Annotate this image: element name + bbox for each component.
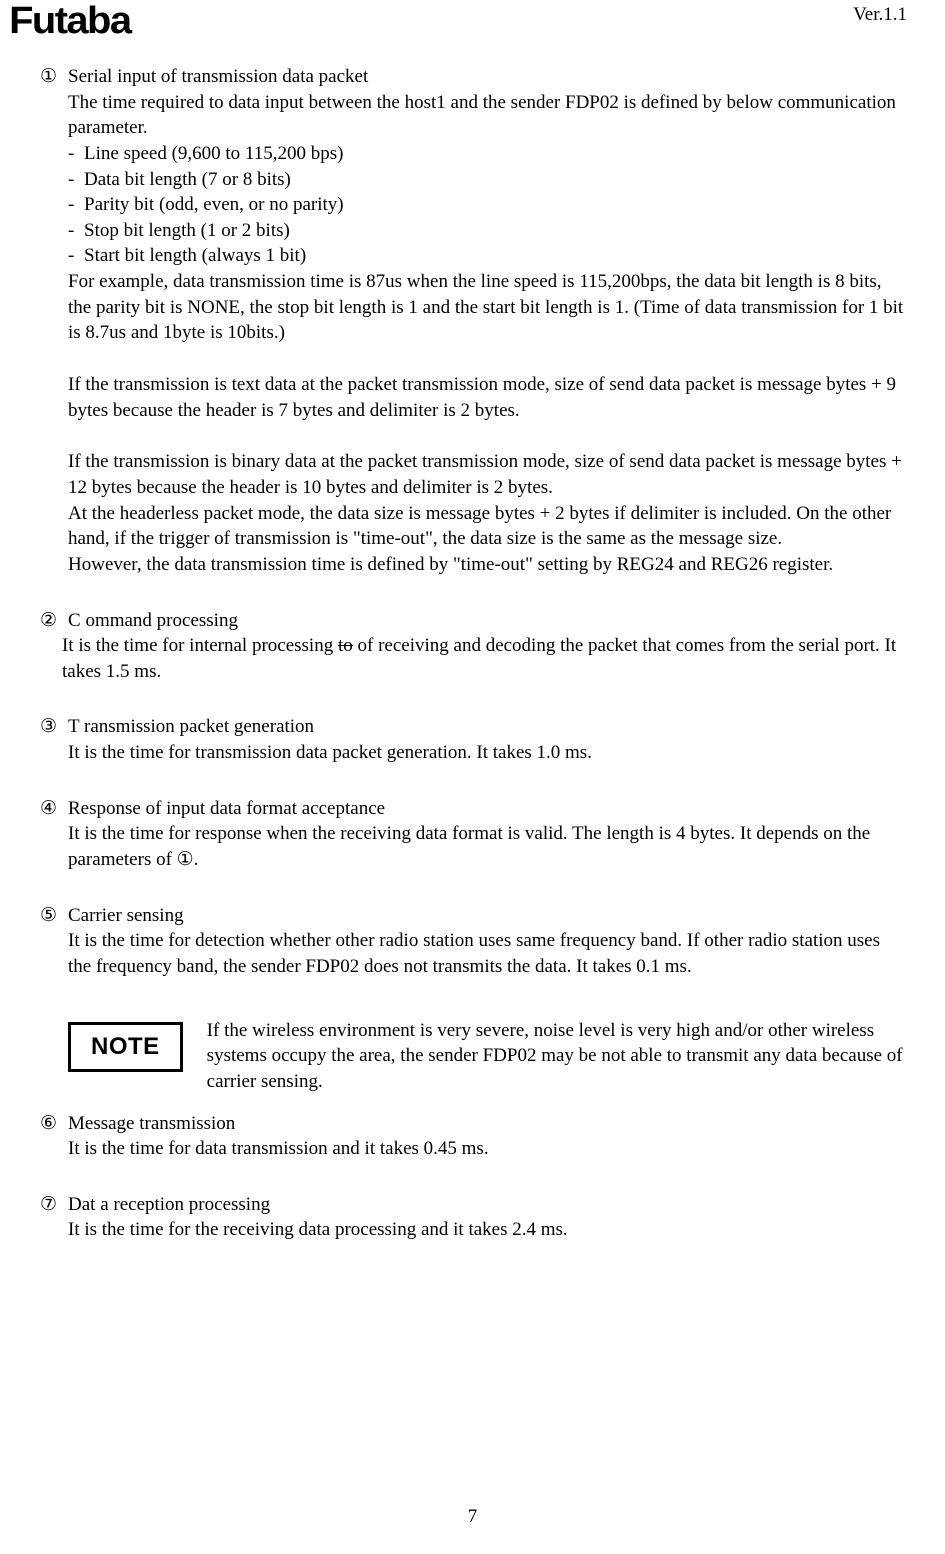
bullet-text: Stop bit length (1 or 2 bits): [84, 218, 290, 244]
section-number: ⑥: [40, 1111, 68, 1137]
brand-logo: Futaba: [9, 0, 130, 47]
paragraph: At the headerless packet mode, the data …: [68, 501, 905, 552]
paragraph: It is the time for detection whether oth…: [68, 928, 905, 979]
bullet-list: -Line speed (9,600 to 115,200 bps) -Data…: [68, 141, 905, 269]
paragraph: It is the time for internal processing t…: [62, 633, 905, 684]
paragraph: It is the time for the receiving data pr…: [68, 1217, 905, 1243]
bullet-dash: -: [68, 141, 84, 167]
section-number: ①: [40, 64, 68, 90]
section-3: ③ T ransmission packet generation It is …: [40, 714, 905, 765]
content: ① Serial input of transmission data pack…: [40, 64, 905, 1243]
paragraph: It is the time for transmission data pac…: [68, 740, 905, 766]
page-header: Futaba Ver.1.1: [40, 0, 905, 50]
section-title: T ransmission packet generation: [68, 714, 314, 740]
paragraph: For example, data transmission time is 8…: [68, 269, 905, 346]
section-2: ② C ommand processing It is the time for…: [40, 608, 905, 685]
section-4: ④ Response of input data format acceptan…: [40, 796, 905, 873]
section-title: C ommand processing: [68, 608, 238, 634]
section-number: ②: [40, 608, 68, 634]
page: Futaba Ver.1.1 ① Serial input of transmi…: [0, 0, 945, 1554]
paragraph: It is the time for data transmission and…: [68, 1136, 905, 1162]
bullet-dash: -: [68, 243, 84, 269]
bullet-text: Data bit length (7 or 8 bits): [84, 167, 291, 193]
section-5: ⑤ Carrier sensing It is the time for det…: [40, 903, 905, 980]
note-label: NOTE: [68, 1022, 183, 1072]
bullet-dash: -: [68, 218, 84, 244]
section-title: Dat a reception processing: [68, 1192, 270, 1218]
section-number: ④: [40, 796, 68, 822]
version-label: Ver.1.1: [853, 2, 907, 28]
section-number: ⑦: [40, 1192, 68, 1218]
paragraph: The time required to data input between …: [68, 90, 905, 141]
page-number: 7: [0, 1504, 945, 1530]
section-7: ⑦ Dat a reception processing It is the t…: [40, 1192, 905, 1243]
section-title: Carrier sensing: [68, 903, 184, 929]
note-block: NOTE If the wireless environment is very…: [68, 1018, 905, 1095]
bullet-text: Line speed (9,600 to 115,200 bps): [84, 141, 343, 167]
paragraph: If the transmission is binary data at th…: [68, 449, 905, 500]
section-title: Message transmission: [68, 1111, 235, 1137]
section-6: ⑥ Message transmission It is the time fo…: [40, 1111, 905, 1162]
section-1: ① Serial input of transmission data pack…: [40, 64, 905, 578]
section-title: Response of input data format acceptance: [68, 796, 385, 822]
section-number: ⑤: [40, 903, 68, 929]
paragraph: However, the data transmission time is d…: [68, 552, 905, 578]
paragraph: If the transmission is text data at the …: [68, 372, 905, 423]
strikethrough-text: to: [338, 635, 353, 656]
paragraph: It is the time for response when the rec…: [68, 821, 905, 872]
bullet-text: Start bit length (always 1 bit): [84, 243, 306, 269]
bullet-text: Parity bit (odd, even, or no parity): [84, 192, 344, 218]
bullet-dash: -: [68, 167, 84, 193]
section-title: Serial input of transmission data packet: [68, 64, 368, 90]
bullet-dash: -: [68, 192, 84, 218]
note-text: If the wireless environment is very seve…: [207, 1018, 905, 1095]
section-number: ③: [40, 714, 68, 740]
